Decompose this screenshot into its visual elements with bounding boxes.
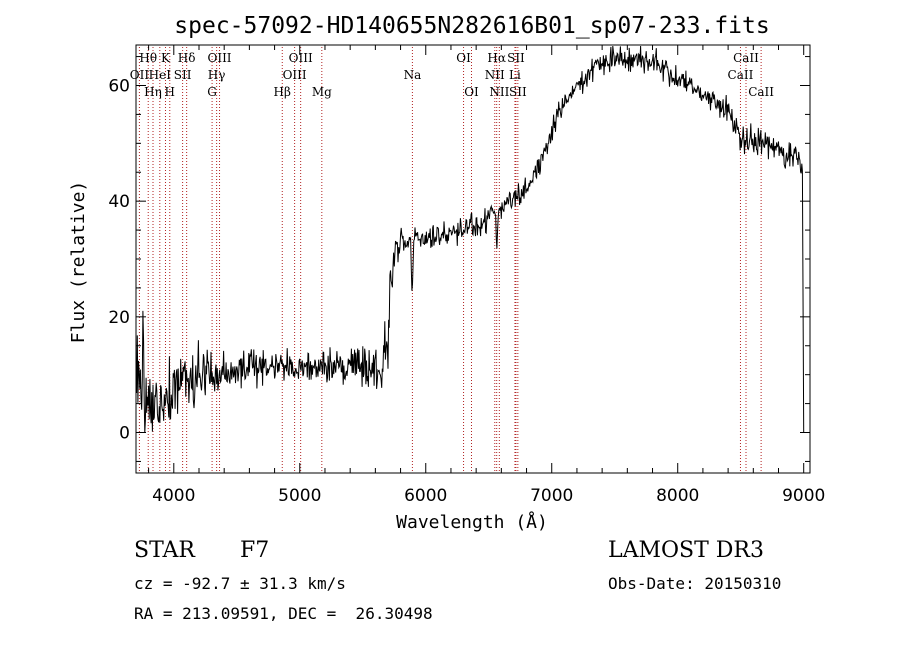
y-axis-ticks: 0 20 40 60: [108, 56, 810, 462]
plot-frame: [135, 44, 811, 474]
redshift-value: cz = -92.7 ± 31.3 km/s: [134, 574, 346, 593]
spectral-line-label: OI: [456, 51, 471, 65]
spectral-line-label: H: [165, 85, 175, 99]
spectral-line-label: SII: [507, 51, 525, 65]
x-axis-ticks: 4000 5000 6000 7000 8000 9000: [148, 45, 825, 506]
spectral-line-label: NII: [489, 85, 509, 99]
spectral-line-label: Hδ: [178, 51, 196, 65]
spectral-line-label: Li: [509, 68, 521, 82]
spectral-line-label: OIII: [207, 51, 231, 65]
spectral-line-label: Hη: [144, 85, 162, 99]
y-tick-label: 0: [119, 424, 130, 444]
spectral-line-label: Na: [404, 68, 422, 82]
spectral-line-label: OIII: [289, 51, 313, 65]
spectral-line-label: CaII: [728, 68, 754, 82]
spectrum-line: [135, 45, 805, 433]
y-tick-label: 20: [108, 308, 130, 328]
spectral-line-label: K: [161, 51, 171, 65]
spectral-line-markers: [138, 47, 762, 472]
spectral-line-labels: OII Hθ Hη HeI K H SII Hδ G Hγ OIII Hβ OIII OIII Mg Na OI…: [130, 51, 775, 99]
x-tick-label: 5000: [278, 486, 321, 506]
chart-title: spec-57092-HD140655N282616B01_sp07-233.f…: [174, 13, 769, 39]
obs-date: Obs-Date: 20150310: [608, 574, 782, 593]
x-tick-label: 7000: [530, 486, 573, 506]
survey-name: LAMOST DR3: [608, 538, 764, 563]
x-tick-label: 9000: [782, 486, 825, 506]
spectral-line-label: G: [207, 85, 217, 99]
spectral-line-label: Hβ: [274, 85, 291, 99]
spectral-line-label: HeI: [149, 68, 172, 82]
spectral-line-label: SII: [174, 68, 192, 82]
object-class: STAR: [134, 538, 195, 563]
x-tick-label: 6000: [404, 486, 447, 506]
spectral-line-label: Mg: [312, 85, 332, 99]
spectral-line-label: Hθ: [139, 51, 157, 65]
spectral-line-label: OII: [130, 68, 150, 82]
spectral-line-label: Hα: [487, 51, 506, 65]
x-tick-label: 8000: [656, 486, 699, 506]
object-subclass: F7: [240, 538, 270, 563]
coordinates: RA = 213.09591, DEC = 26.30498: [134, 604, 433, 623]
spectral-line-label: OIII: [283, 68, 307, 82]
spectral-line-label: SII: [509, 85, 527, 99]
spectral-line-label: NII: [485, 68, 505, 82]
spectral-line-label: CaII: [733, 51, 759, 65]
y-axis-label: Flux (relative): [68, 181, 89, 344]
x-tick-label: 4000: [152, 486, 195, 506]
spectral-line-label: OI: [464, 85, 479, 99]
y-tick-label: 60: [108, 76, 130, 96]
y-tick-label: 40: [108, 192, 130, 212]
spectral-line-label: Hγ: [208, 68, 226, 82]
x-axis-label: Wavelength (Å): [396, 511, 548, 533]
spectral-line-label: CaII: [748, 85, 774, 99]
